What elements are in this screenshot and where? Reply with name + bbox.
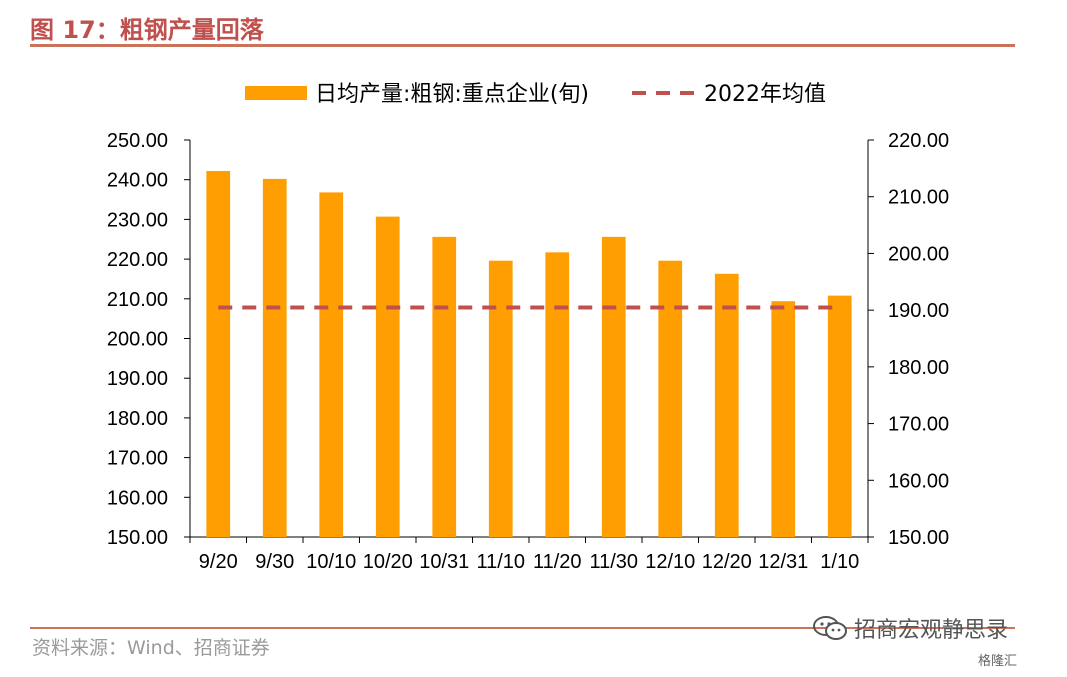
left-axis-tick-label: 250.00 bbox=[107, 130, 168, 152]
left-axis-tick-label: 230.00 bbox=[107, 209, 168, 231]
x-axis-tick-label: 12/20 bbox=[702, 551, 752, 573]
watermark: 招商宏观静思录 bbox=[812, 612, 1008, 644]
watermark-text: 招商宏观静思录 bbox=[854, 618, 1009, 643]
x-axis-tick-label: 9/30 bbox=[255, 551, 294, 573]
right-axis-tick-label: 220.00 bbox=[888, 130, 949, 152]
left-axis-tick-label: 160.00 bbox=[107, 487, 168, 509]
bar bbox=[319, 192, 344, 538]
x-axis-tick-label: 11/20 bbox=[533, 551, 582, 573]
bar bbox=[488, 260, 513, 537]
figure-title: 图 17：粗钢产量回落 bbox=[30, 16, 264, 44]
x-axis-tick-label: 9/20 bbox=[199, 551, 238, 573]
x-axis-tick-label: 11/30 bbox=[589, 551, 638, 573]
legend-swatch-bar bbox=[245, 86, 307, 100]
x-axis-tick-label: 10/31 bbox=[419, 551, 469, 573]
wechat-icon bbox=[812, 614, 848, 642]
left-axis-tick-label: 210.00 bbox=[107, 289, 168, 311]
title-divider bbox=[30, 44, 1015, 47]
bar bbox=[658, 260, 683, 537]
left-axis-tick-label: 220.00 bbox=[107, 249, 168, 271]
left-axis-tick-label: 180.00 bbox=[107, 408, 168, 430]
bar bbox=[545, 252, 570, 537]
left-axis-tick-label: 170.00 bbox=[107, 448, 168, 470]
left-axis-tick-label: 200.00 bbox=[107, 329, 168, 351]
right-axis-tick-label: 180.00 bbox=[888, 357, 949, 379]
legend-label-bar: 日均产量:粗钢:重点企业(旬) bbox=[315, 82, 589, 107]
right-axis-tick-label: 170.00 bbox=[888, 414, 949, 436]
right-axis-tick-label: 190.00 bbox=[888, 300, 949, 322]
bar bbox=[262, 178, 287, 537]
x-axis-tick-label: 12/31 bbox=[758, 551, 808, 573]
right-axis-tick-label: 150.00 bbox=[888, 527, 949, 549]
source-note: 资料来源：Wind、招商证券 bbox=[32, 637, 270, 659]
x-axis-tick-label: 10/20 bbox=[363, 551, 413, 573]
right-axis-tick-label: 160.00 bbox=[888, 470, 949, 492]
left-axis-tick-label: 240.00 bbox=[107, 170, 168, 192]
x-axis-tick-label: 1/10 bbox=[820, 551, 859, 573]
bar bbox=[771, 301, 796, 537]
bar bbox=[206, 170, 231, 537]
x-axis-tick-label: 11/10 bbox=[476, 551, 525, 573]
right-axis-tick-label: 200.00 bbox=[888, 243, 949, 265]
bar bbox=[827, 295, 852, 537]
legend-label-line: 2022年均值 bbox=[704, 82, 826, 107]
x-axis-tick-label: 10/10 bbox=[306, 551, 356, 573]
bar bbox=[601, 236, 626, 538]
corner-logo: 格隆汇 bbox=[978, 654, 1018, 669]
left-axis-tick-label: 150.00 bbox=[107, 527, 168, 549]
source-divider bbox=[30, 627, 1015, 629]
bar bbox=[375, 216, 400, 537]
x-axis-tick-label: 12/10 bbox=[645, 551, 695, 573]
right-axis-tick-label: 210.00 bbox=[888, 187, 949, 209]
bar bbox=[714, 273, 739, 537]
bar bbox=[432, 236, 457, 538]
left-axis-tick-label: 190.00 bbox=[107, 368, 168, 390]
